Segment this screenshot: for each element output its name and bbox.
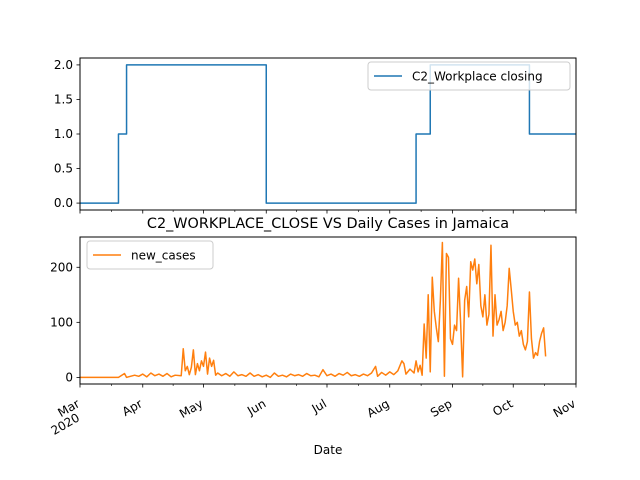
x-tick-label: Jul [309,396,329,416]
x-axis-label: Date [314,443,343,457]
y-tick-label: 0.0 [54,196,73,210]
top-axes-frame [79,57,577,211]
bottom-legend: new_cases [86,240,214,270]
y-tick-label: 100 [50,315,73,329]
top-y-ticks: 0.0 0.5 1.0 1.5 2.0 [54,58,80,210]
bottom-legend-box [86,240,214,270]
y-tick-label: 0 [65,370,73,384]
bottom-series-lines [80,241,547,379]
y-tick-label: 0.5 [54,162,73,176]
y-tick-label: 1.0 [54,127,73,141]
y-tick-label: 1.5 [54,92,73,106]
top-legend-box [367,61,571,91]
y-tick-label: 2.0 [54,58,73,72]
top-axes: 0.0 0.5 1.0 1.5 2.0 C2_Workplace closing [54,57,577,214]
top-legend-label: C2_Workplace closing [412,70,543,84]
y-tick-label: 200 [50,260,73,274]
series-line-new-cases [80,241,547,379]
bottom-legend-label: new_cases [131,249,196,263]
bottom-chart-title: C2_WORKPLACE_CLOSE VS Daily Cases in Jam… [147,216,509,232]
top-legend: C2_Workplace closing [367,61,571,91]
bottom-axes-frame [79,236,577,385]
bottom-y-ticks: 0 100 200 [50,260,80,384]
